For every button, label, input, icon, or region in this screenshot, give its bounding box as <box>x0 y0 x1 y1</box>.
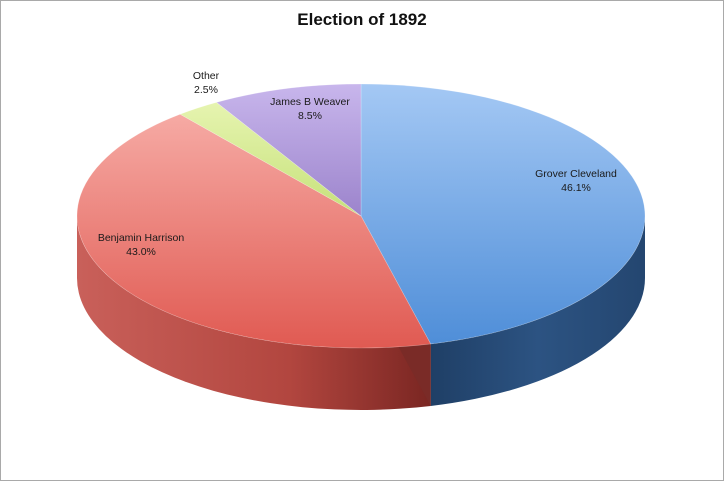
slice-percent-james-b-weaver: 8.5% <box>298 110 322 122</box>
chart-title: Election of 1892 <box>297 10 427 29</box>
pie-slice-other <box>179 102 362 217</box>
pie-slice-benjamin-harrison <box>76 113 432 349</box>
slice-label-james-b-weaver: James B Weaver <box>270 96 350 108</box>
slice-percent-benjamin-harrison: 43.0% <box>126 246 156 258</box>
pie-labels: Grover Cleveland 46.1% Benjamin Harrison 43… <box>98 70 617 258</box>
pie-slice-james-b-weaver <box>215 83 362 217</box>
slice-percent-grover-cleveland: 46.1% <box>561 182 591 194</box>
pie-side-grover-cleveland <box>430 216 645 406</box>
slice-label-other: Other <box>193 70 220 82</box>
slice-label-benjamin-harrison: Benjamin Harrison <box>98 232 185 244</box>
pie-top <box>76 83 646 349</box>
pie-slice-grover-cleveland <box>360 83 646 345</box>
pie-side-benjamin-harrison <box>77 216 431 410</box>
slice-percent-other: 2.5% <box>194 84 218 96</box>
slice-label-grover-cleveland: Grover Cleveland <box>535 168 617 180</box>
